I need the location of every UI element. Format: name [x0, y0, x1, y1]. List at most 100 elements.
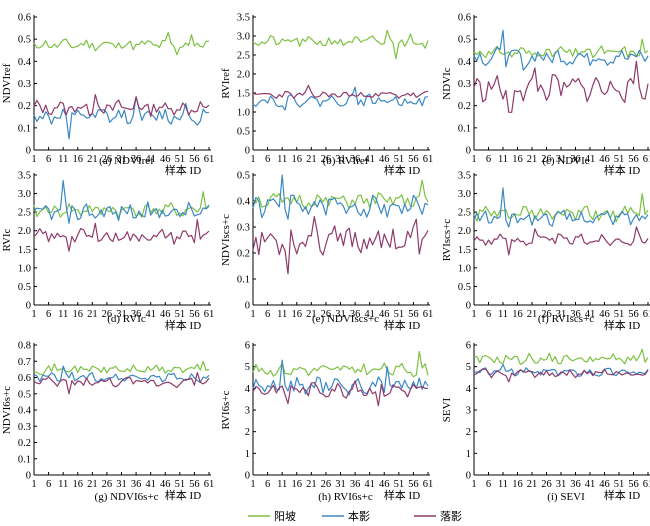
- x-tick-label: 16: [73, 309, 84, 320]
- x-tick-label: 26: [541, 309, 552, 320]
- y-tick-label: 2.0: [18, 226, 31, 237]
- x-tick-label: 26: [321, 479, 332, 490]
- x-tick-label: 31: [335, 154, 346, 165]
- x-axis-label: 样本 ID: [604, 488, 640, 502]
- y-tick-label: 0.3: [18, 79, 31, 90]
- y-tick-label: 3.0: [237, 32, 250, 43]
- series-line-本影: [252, 86, 429, 111]
- series-line-本影: [252, 359, 429, 396]
- x-tick-label: 31: [556, 154, 567, 165]
- x-tick-label: 11: [277, 309, 287, 320]
- x-tick-label: 1: [31, 154, 36, 165]
- y-tick-label: 3.0: [458, 189, 471, 200]
- x-tick-label: 1: [471, 479, 476, 490]
- x-axis-label: 样本 ID: [165, 163, 201, 177]
- y-tick-label: 3: [466, 406, 471, 417]
- legend-label-benying: 本影: [348, 509, 370, 523]
- x-tick-label: 41: [145, 309, 156, 320]
- y-tick-label: 0.8: [18, 341, 31, 352]
- x-tick-label: 6: [265, 154, 270, 165]
- x-tick-label: 41: [364, 479, 375, 490]
- series-line-落影: [33, 372, 210, 395]
- panel-7: 00.10.20.30.40.50.60.70.81 6 11 16 21 26 31 36 4…: [1, 341, 214, 504]
- y-tick-label: 0: [245, 471, 250, 482]
- series-line-本影: [33, 365, 210, 383]
- x-tick-label: 11: [498, 154, 508, 165]
- chart-panels: 00.10.20.30.40.50.61 6 11 16 21 26 31 36 41 46 51 5…: [1, 13, 650, 504]
- y-tick-label: 0.6: [18, 13, 31, 24]
- x-tick-label: 21: [87, 479, 98, 490]
- x-axis-label: 样本 ID: [165, 318, 201, 332]
- x-tick-label: 61: [643, 154, 650, 165]
- y-axis-label: RVIref: [220, 68, 232, 99]
- x-tick-label: 26: [541, 154, 552, 165]
- y-tick-label: 0.3: [237, 223, 250, 234]
- x-tick-label: 31: [116, 309, 127, 320]
- y-tick-label: 2.0: [237, 70, 250, 81]
- x-tick-label: 26: [102, 479, 113, 490]
- x-tick-label: 11: [498, 309, 508, 320]
- y-tick-label: 1: [466, 449, 471, 460]
- series-line-落影: [252, 380, 429, 407]
- x-tick-label: 36: [131, 479, 142, 490]
- x-tick-label: 41: [585, 309, 596, 320]
- x-tick-label: 46: [599, 309, 610, 320]
- y-tick-label: 0: [26, 146, 31, 157]
- x-tick-label: 56: [408, 154, 419, 165]
- x-tick-label: 1: [471, 154, 476, 165]
- y-tick-label: 3.5: [237, 13, 250, 24]
- y-tick-label: 0.6: [458, 13, 471, 24]
- y-axis-label: RVIscs+c: [441, 219, 453, 262]
- x-tick-label: 31: [556, 309, 567, 320]
- panel-2: 00.51.01.52.02.53.03.51 6 11 16 21 26 31 36 41 46…: [220, 13, 433, 178]
- x-tick-label: 6: [46, 479, 51, 490]
- x-tick-label: 16: [512, 479, 523, 490]
- y-tick-label: 0.2: [458, 101, 471, 112]
- panel-5: 00.10.20.30.40.51 6 11 16 21 26 31 36 41 46 51 56 61…: [220, 171, 433, 333]
- y-tick-label: 1.0: [237, 108, 250, 119]
- y-tick-label: 0: [26, 471, 31, 482]
- panel-3: 00.10.20.30.40.50.61 6 11 16 21 26 31 36 41 46 51 5…: [441, 13, 650, 177]
- x-tick-label: 31: [116, 154, 127, 165]
- x-tick-label: 41: [585, 479, 596, 490]
- x-tick-label: 16: [512, 154, 523, 165]
- x-axis-label: 样本 ID: [604, 318, 640, 332]
- x-tick-label: 51: [175, 154, 186, 165]
- x-tick-label: 16: [73, 479, 84, 490]
- y-axis-label: NDVIc: [441, 67, 453, 99]
- x-tick-label: 51: [614, 154, 625, 165]
- panel-caption: (e) NDVIscs+c: [312, 313, 379, 325]
- x-tick-label: 1: [31, 479, 36, 490]
- series-line-阳坡: [252, 350, 429, 378]
- x-tick-label: 46: [160, 309, 171, 320]
- x-tick-label: 31: [116, 479, 127, 490]
- x-tick-label: 11: [58, 154, 68, 165]
- panel-caption: (c) NDVIc: [542, 155, 589, 167]
- x-tick-label: 6: [265, 479, 270, 490]
- x-tick-label: 16: [73, 154, 84, 165]
- series-line-阳坡: [252, 29, 429, 60]
- y-tick-label: 0.7: [18, 357, 31, 368]
- x-tick-label: 21: [306, 309, 317, 320]
- x-tick-label: 26: [541, 479, 552, 490]
- series-line-落影: [473, 226, 649, 256]
- series-line-落影: [252, 84, 429, 100]
- y-tick-label: 3.5: [18, 171, 31, 182]
- series-line-阳坡: [33, 31, 209, 56]
- x-tick-label: 26: [321, 309, 332, 320]
- y-tick-label: 0.5: [458, 35, 471, 46]
- legend-label-yangpo: 阳坡: [274, 510, 296, 523]
- y-tick-label: 0: [466, 471, 471, 482]
- x-tick-label: 56: [189, 154, 200, 165]
- panel-caption: (h) RVI6s+c: [318, 491, 373, 503]
- x-tick-label: 11: [277, 479, 287, 490]
- panel-caption: (a) NDVIref: [99, 155, 154, 167]
- y-tick-label: 0: [245, 301, 250, 312]
- x-tick-label: 1: [31, 309, 36, 320]
- panel-caption: (d) RVIc: [107, 313, 146, 325]
- x-tick-label: 46: [160, 154, 171, 165]
- series-line-落影: [33, 93, 210, 118]
- x-tick-label: 61: [204, 309, 215, 320]
- x-tick-label: 51: [175, 479, 186, 490]
